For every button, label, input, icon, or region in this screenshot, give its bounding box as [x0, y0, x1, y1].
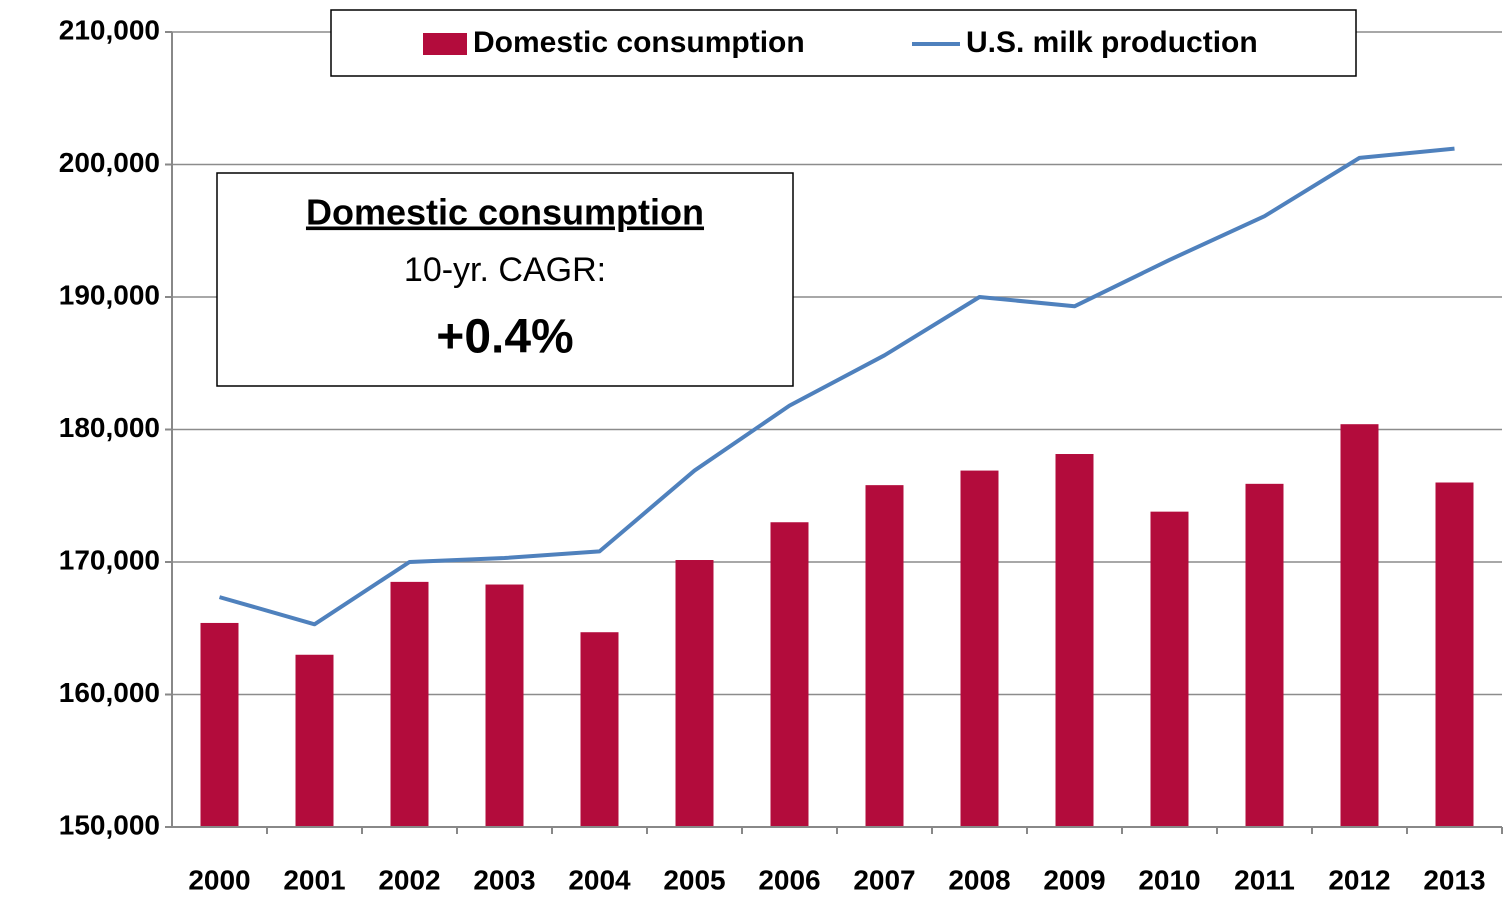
x-tick-label: 2004	[568, 864, 631, 895]
y-tick-label: 170,000	[59, 544, 160, 575]
annotation-box	[216, 172, 794, 387]
x-tick-label: 2008	[948, 864, 1010, 895]
bar	[295, 654, 334, 827]
x-tick-label: 2001	[283, 864, 345, 895]
x-tick-label: 2009	[1043, 864, 1105, 895]
bar	[200, 622, 239, 827]
y-tick-label: 160,000	[59, 677, 160, 708]
x-tick-label: 2007	[853, 864, 915, 895]
bar	[675, 560, 714, 827]
legend-box	[330, 9, 1357, 77]
grid	[165, 31, 1503, 834]
x-tick-label: 2010	[1138, 864, 1200, 895]
line	[218, 146, 1455, 627]
legend-label: Domestic consumption	[473, 26, 805, 59]
x-tick-label: 2006	[758, 864, 820, 895]
bar	[485, 584, 524, 827]
bar	[1245, 483, 1284, 827]
bar	[580, 632, 619, 827]
y-tick-label: 190,000	[59, 279, 160, 310]
x-tick-label: 2013	[1423, 864, 1485, 895]
x-tick-label: 2003	[473, 864, 535, 895]
x-tick-label: 2012	[1328, 864, 1390, 895]
bar	[390, 581, 429, 827]
bar	[1435, 482, 1474, 827]
marks	[200, 146, 1474, 827]
bar	[865, 485, 904, 827]
x-tick-label: 2000	[188, 864, 250, 895]
y-tick-label: 180,000	[59, 412, 160, 443]
bar	[770, 522, 809, 827]
y-tick-label: 210,000	[59, 14, 160, 45]
y-tick-label: 150,000	[59, 809, 160, 840]
annotation-text: 10-yr. CAGR:	[404, 251, 606, 289]
legend-label: U.S. milk production	[966, 26, 1258, 59]
annotation-title: Domestic consumption	[306, 192, 704, 233]
annotation-value: +0.4%	[436, 311, 573, 364]
x-tick-label: 2002	[378, 864, 440, 895]
y-tick-label: 200,000	[59, 147, 160, 178]
bar	[1150, 511, 1189, 827]
x-tick-label: 2011	[1234, 864, 1295, 895]
bar	[1055, 454, 1094, 827]
x-tick-label: 2005	[663, 864, 725, 895]
bar	[960, 470, 999, 827]
bar	[1340, 424, 1379, 827]
legend-swatch-bar	[423, 33, 467, 55]
